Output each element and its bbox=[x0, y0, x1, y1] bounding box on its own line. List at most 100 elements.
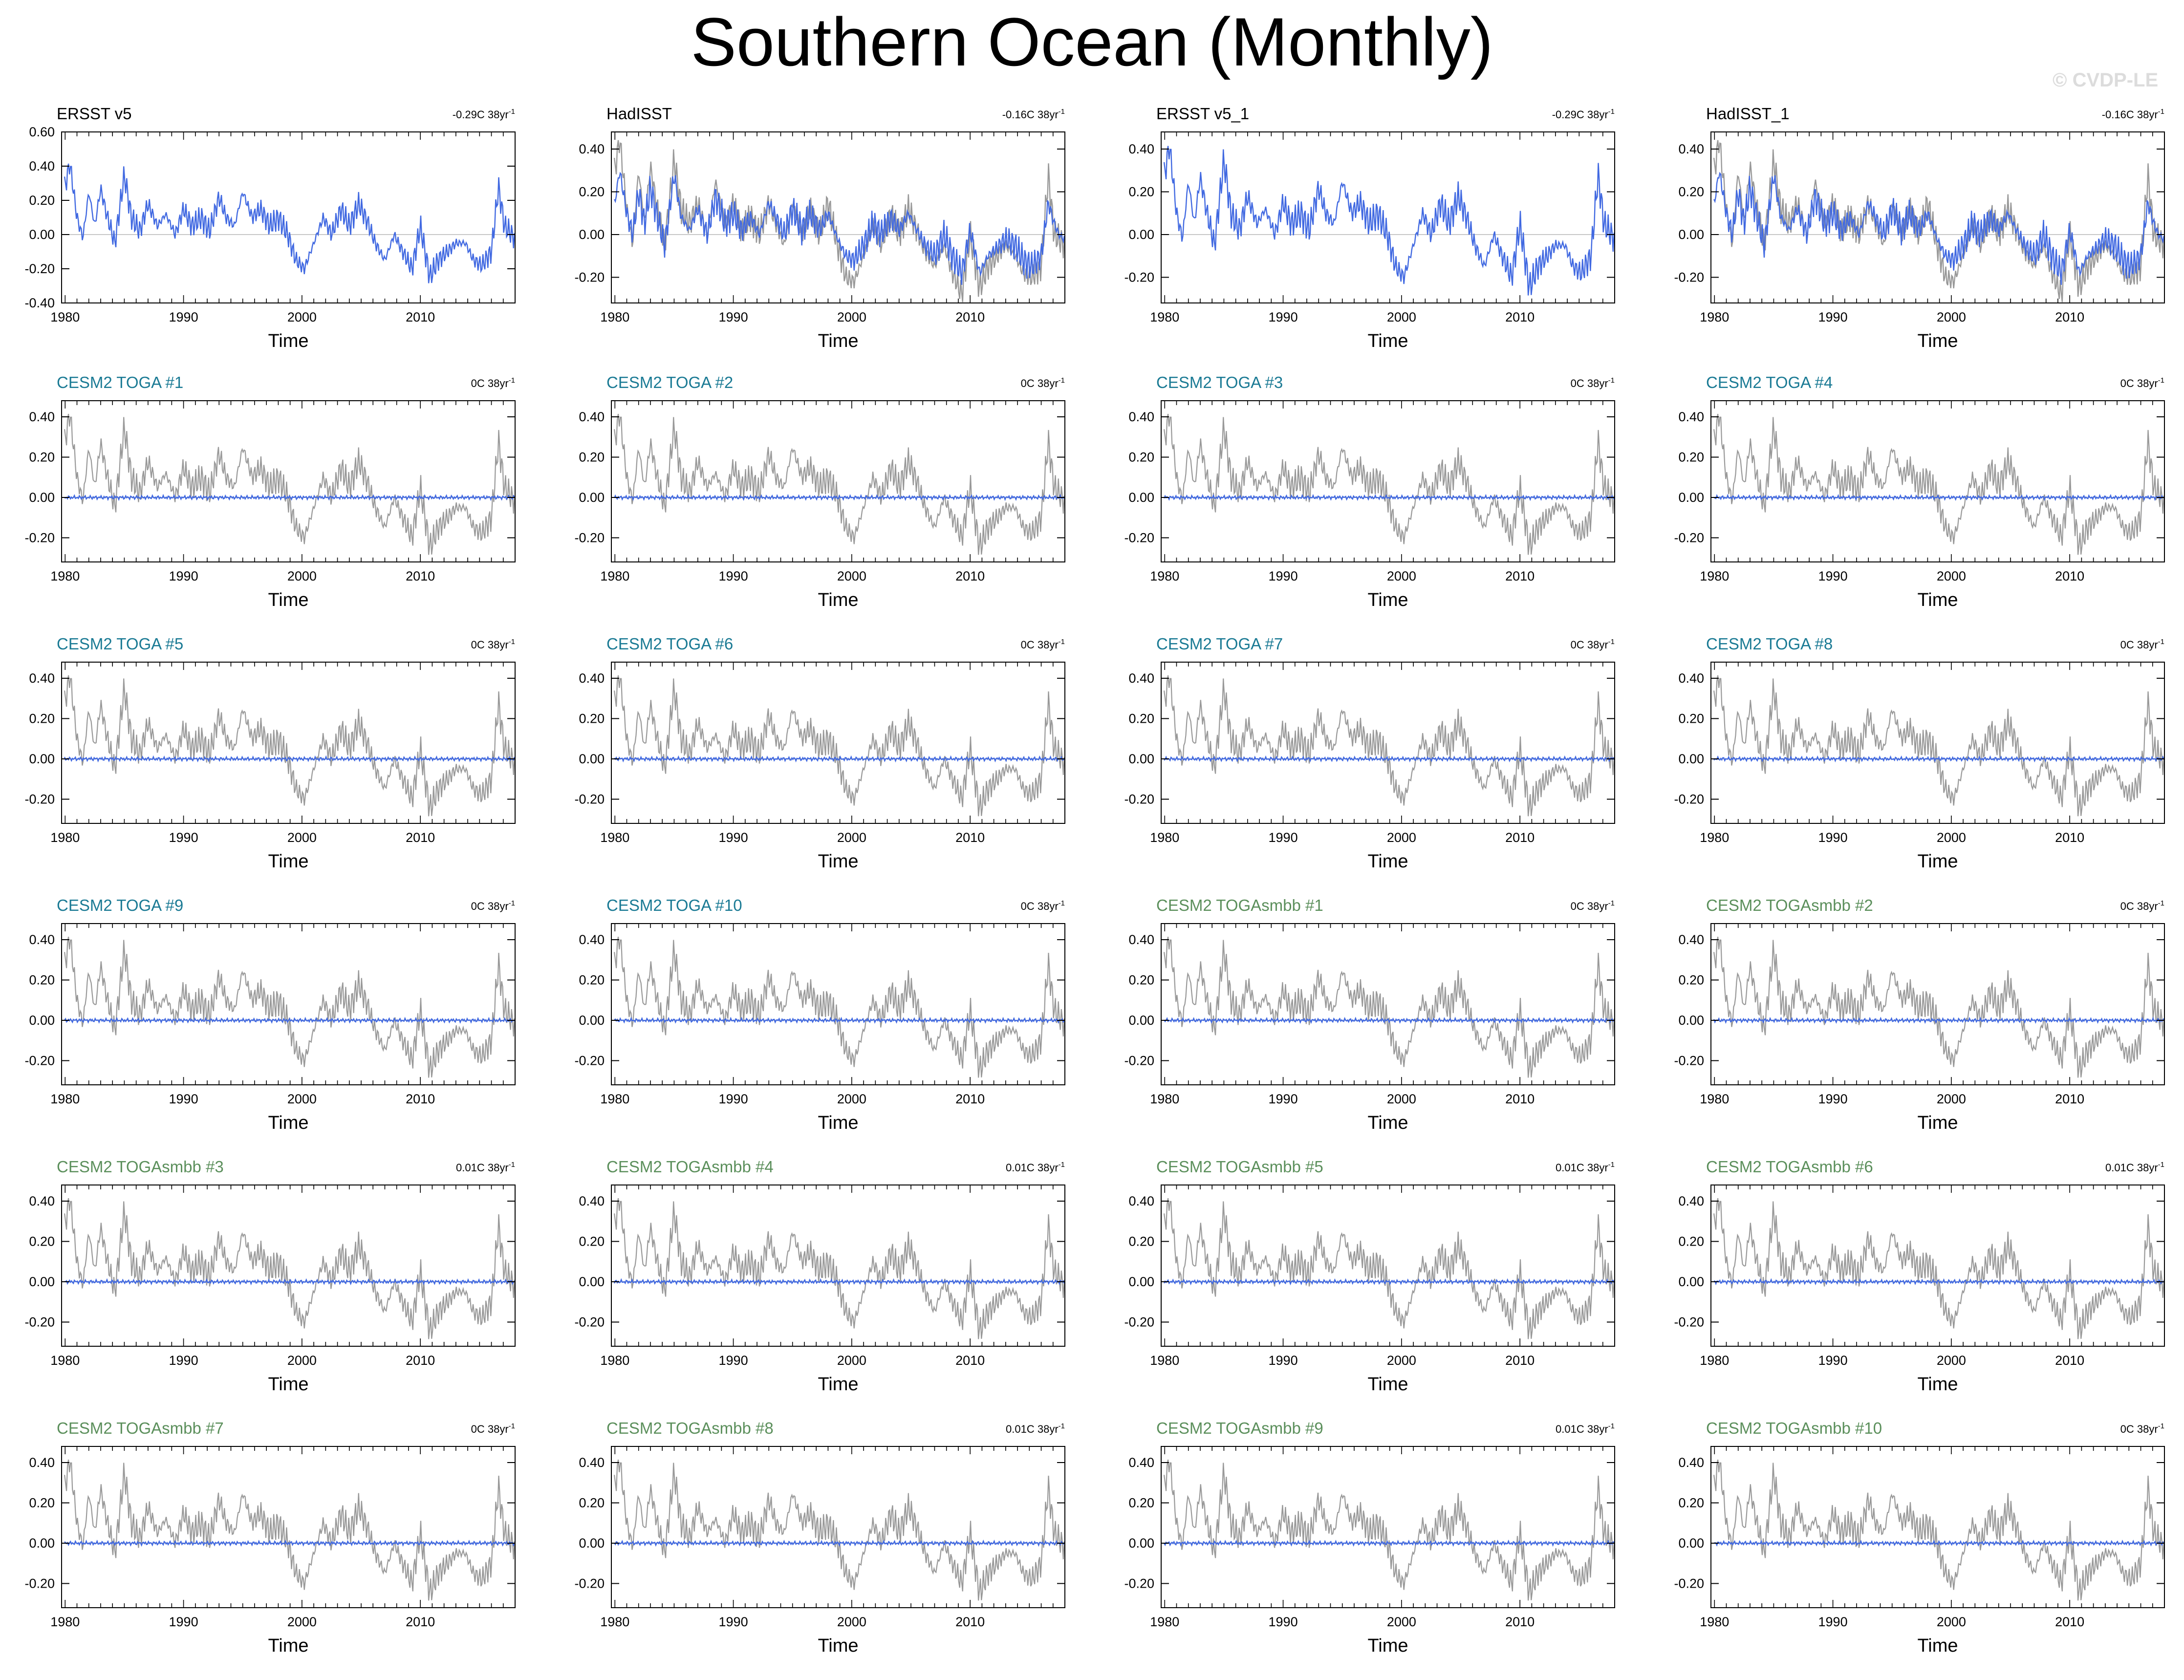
y-tick-label: -0.20 bbox=[574, 531, 605, 545]
y-tick-label: -0.20 bbox=[1124, 1576, 1154, 1591]
y-tick-label: 0.20 bbox=[29, 450, 55, 465]
reference-series-line bbox=[1713, 413, 2164, 555]
reference-series-line bbox=[64, 936, 515, 1078]
x-axis-title: Time bbox=[1917, 1374, 1958, 1395]
y-tick-label: 0.00 bbox=[1128, 1013, 1154, 1028]
reference-series-line bbox=[614, 1459, 1065, 1601]
y-tick-label: 0.20 bbox=[29, 973, 55, 988]
plot-frame bbox=[61, 400, 516, 562]
x-tick-label: 2000 bbox=[1387, 1353, 1416, 1368]
reference-series-line bbox=[1713, 936, 2164, 1078]
y-tick-label: 0.40 bbox=[29, 671, 55, 686]
y-tick-label: -0.20 bbox=[24, 531, 55, 545]
x-tick-label: 2010 bbox=[955, 569, 985, 583]
x-tick-label: 1990 bbox=[1269, 830, 1298, 845]
y-tick-label: -0.20 bbox=[574, 1054, 605, 1068]
ensemble-member-line bbox=[64, 1539, 515, 1547]
panel-title: CESM2 TOGA #4 bbox=[1706, 373, 1833, 391]
y-tick-label: 0.40 bbox=[29, 932, 55, 947]
x-tick-label: 2000 bbox=[837, 569, 866, 583]
reference-series-line bbox=[614, 413, 1065, 555]
x-tick-label: 2000 bbox=[1937, 310, 1966, 324]
x-tick-label: 1990 bbox=[169, 569, 198, 583]
trend-label: 0.01C 38yr-1 bbox=[1556, 1422, 1615, 1435]
x-tick-label: 2000 bbox=[837, 1615, 866, 1629]
reference-series-line bbox=[64, 675, 515, 817]
x-tick-label: 1980 bbox=[600, 1615, 629, 1629]
y-tick-label: -0.20 bbox=[574, 1576, 605, 1591]
plot-frame bbox=[1161, 923, 1615, 1085]
reference-series-line bbox=[64, 1459, 515, 1601]
y-tick-label: 0.00 bbox=[579, 227, 605, 242]
panel-10: CESM2 TOGA #6 0C 38yr-1 0.40 0.20 0.00 -0.20 1… bbox=[574, 635, 1065, 872]
x-tick-label: 1990 bbox=[1818, 569, 1848, 583]
plot-frame bbox=[1161, 1185, 1615, 1347]
y-tick-label: 0.00 bbox=[579, 1536, 605, 1551]
x-tick-label: 2010 bbox=[406, 1615, 435, 1629]
y-tick-label: -0.20 bbox=[1124, 792, 1154, 807]
x-tick-label: 2000 bbox=[1387, 1092, 1416, 1106]
reference-series-line bbox=[614, 1198, 1065, 1339]
trend-label: 0C 38yr-1 bbox=[2120, 1422, 2164, 1435]
plot-frame bbox=[1710, 131, 2165, 303]
x-tick-label: 2010 bbox=[406, 830, 435, 845]
x-tick-label: 2000 bbox=[287, 1615, 317, 1629]
x-tick-label: 2000 bbox=[837, 830, 866, 845]
y-tick-label: 0.00 bbox=[579, 490, 605, 505]
x-axis-title: Time bbox=[818, 331, 858, 351]
y-tick-label: 0.00 bbox=[1678, 1274, 1704, 1289]
panel-title: ERSST v5 bbox=[57, 105, 131, 123]
x-tick-label: 1980 bbox=[1700, 1615, 1729, 1629]
x-axis-title: Time bbox=[1367, 851, 1408, 872]
trend-label: 0C 38yr-1 bbox=[471, 1422, 515, 1435]
y-tick-label: -0.20 bbox=[1674, 1315, 1704, 1330]
plot-frame bbox=[611, 131, 1065, 303]
x-tick-label: 2010 bbox=[1505, 1615, 1535, 1629]
y-tick-label: -0.20 bbox=[1674, 531, 1704, 545]
ensemble-member-line bbox=[1713, 1278, 2164, 1286]
x-tick-label: 1990 bbox=[719, 830, 748, 845]
x-tick-label: 1990 bbox=[1818, 1353, 1848, 1368]
panel-13: CESM2 TOGA #9 0C 38yr-1 0.40 0.20 0.00 -0.20 1… bbox=[24, 896, 516, 1133]
reference-series-line bbox=[1164, 675, 1615, 817]
x-tick-label: 2010 bbox=[406, 569, 435, 583]
y-tick-label: 0.00 bbox=[29, 1536, 55, 1551]
y-tick-label: 0.40 bbox=[29, 159, 55, 173]
panel-22: CESM2 TOGAsmbb #8 0.01C 38yr-1 0.40 0.20 0.0… bbox=[574, 1419, 1065, 1656]
y-tick-label: 0.40 bbox=[1678, 1455, 1704, 1470]
x-tick-label: 2000 bbox=[1937, 830, 1966, 845]
x-tick-label: 1980 bbox=[1150, 569, 1179, 583]
y-tick-label: 0.00 bbox=[579, 1013, 605, 1028]
y-tick-label: 0.20 bbox=[1678, 711, 1704, 726]
x-tick-label: 1980 bbox=[1150, 310, 1179, 324]
y-tick-label: -0.20 bbox=[1124, 531, 1154, 545]
y-tick-label: -0.20 bbox=[24, 792, 55, 807]
ensemble-member-line bbox=[1713, 1016, 2164, 1024]
y-tick-label: 0.20 bbox=[1128, 973, 1154, 988]
x-tick-label: 1990 bbox=[169, 1615, 198, 1629]
plot-frame bbox=[1710, 923, 2165, 1085]
x-tick-label: 2010 bbox=[2055, 830, 2084, 845]
ensemble-member-line bbox=[64, 755, 515, 763]
reference-series-line bbox=[613, 140, 1065, 302]
ensemble-member-line bbox=[1713, 1539, 2164, 1547]
x-tick-label: 1990 bbox=[719, 1615, 748, 1629]
x-axis-title: Time bbox=[1917, 851, 1958, 872]
x-tick-label: 2000 bbox=[287, 569, 317, 583]
y-tick-label: -0.20 bbox=[1124, 1054, 1154, 1068]
y-tick-label: 0.00 bbox=[579, 752, 605, 766]
x-tick-label: 1980 bbox=[50, 310, 80, 324]
x-tick-label: 2010 bbox=[2055, 1615, 2084, 1629]
x-tick-label: 1980 bbox=[600, 830, 629, 845]
y-tick-label: 0.40 bbox=[579, 1455, 605, 1470]
x-axis-title: Time bbox=[1367, 1374, 1408, 1395]
y-tick-label: 0.00 bbox=[29, 1013, 55, 1028]
x-axis-title: Time bbox=[818, 851, 858, 872]
x-axis-title: Time bbox=[1367, 1636, 1408, 1656]
reference-series-line bbox=[1713, 1459, 2164, 1601]
x-tick-label: 2010 bbox=[2055, 1353, 2084, 1368]
ensemble-member-line bbox=[64, 1016, 515, 1024]
x-axis-title: Time bbox=[1917, 590, 1958, 610]
y-tick-label: 0.40 bbox=[29, 409, 55, 424]
